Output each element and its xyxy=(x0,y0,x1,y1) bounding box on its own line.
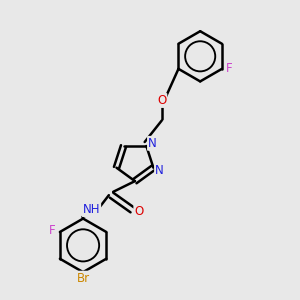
Text: F: F xyxy=(49,224,56,237)
Text: F: F xyxy=(226,62,232,75)
Text: N: N xyxy=(155,164,164,177)
Text: N: N xyxy=(148,137,157,150)
Text: Br: Br xyxy=(76,272,90,285)
Text: O: O xyxy=(134,206,144,218)
Text: O: O xyxy=(157,94,166,107)
Text: NH: NH xyxy=(83,203,100,216)
